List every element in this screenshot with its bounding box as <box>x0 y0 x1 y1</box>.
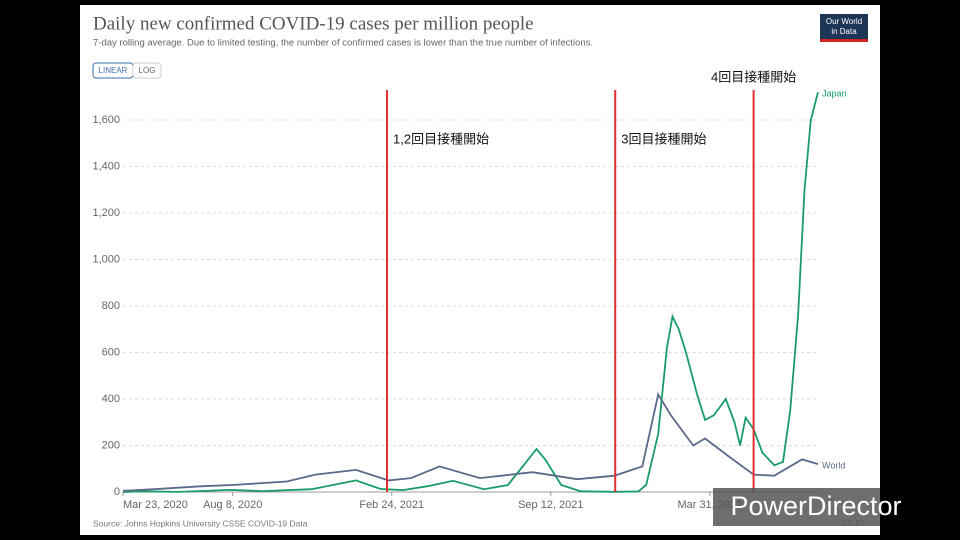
y-tick-label: 400 <box>102 393 120 405</box>
x-tick-label: Feb 24, 2021 <box>359 499 424 511</box>
chart-title: Daily new confirmed COVID-19 cases per m… <box>93 13 534 34</box>
logo-text: in Data <box>831 27 857 36</box>
series-line <box>122 91 819 493</box>
annotation-label: 1,2回目接種開始 <box>393 131 489 146</box>
source: Source: Johns Hopkins University CSSE CO… <box>93 518 308 528</box>
y-tick-label: 1,600 <box>92 114 120 126</box>
panel <box>80 5 880 535</box>
annotation-label: 3回目接種開始 <box>621 131 706 146</box>
y-tick-label: 1,200 <box>92 207 120 219</box>
series-label: World <box>822 460 845 470</box>
x-tick-label: Mar 23, 2020 <box>123 499 188 511</box>
linear-button-label[interactable]: LINEAR <box>99 66 128 75</box>
plot: 0 200 400 600 800 1,000 1,200 1,400 1,600 Mar 23,… <box>92 69 846 510</box>
logo-text: Our World <box>826 17 862 26</box>
annotation-label: 4回目接種開始 <box>711 69 796 84</box>
y-tick-label: 1,400 <box>92 160 120 172</box>
log-button[interactable] <box>132 62 162 79</box>
watermark-box <box>713 488 880 526</box>
y-tick-label: 1,000 <box>92 253 120 265</box>
x-tick-label: Sep 12, 2021 <box>518 499 583 511</box>
y-tick-label: 0 <box>114 486 120 498</box>
log-button-label[interactable]: LOG <box>139 66 156 75</box>
x-tick-label: Aug 8, 2020 <box>203 499 262 511</box>
y-tick-label: 600 <box>102 346 120 358</box>
watermark: PowerDirector <box>730 491 901 521</box>
y-tick-label: 800 <box>102 300 120 312</box>
logo <box>820 14 868 42</box>
chart-subtitle: 7-day rolling average. Due to limited te… <box>93 38 593 49</box>
overlay: PowerDirector <box>713 488 902 526</box>
series-line <box>122 392 819 492</box>
logo-stripe <box>820 39 868 42</box>
y-tick-label: 200 <box>102 439 120 451</box>
series-label: Japan <box>822 88 847 98</box>
